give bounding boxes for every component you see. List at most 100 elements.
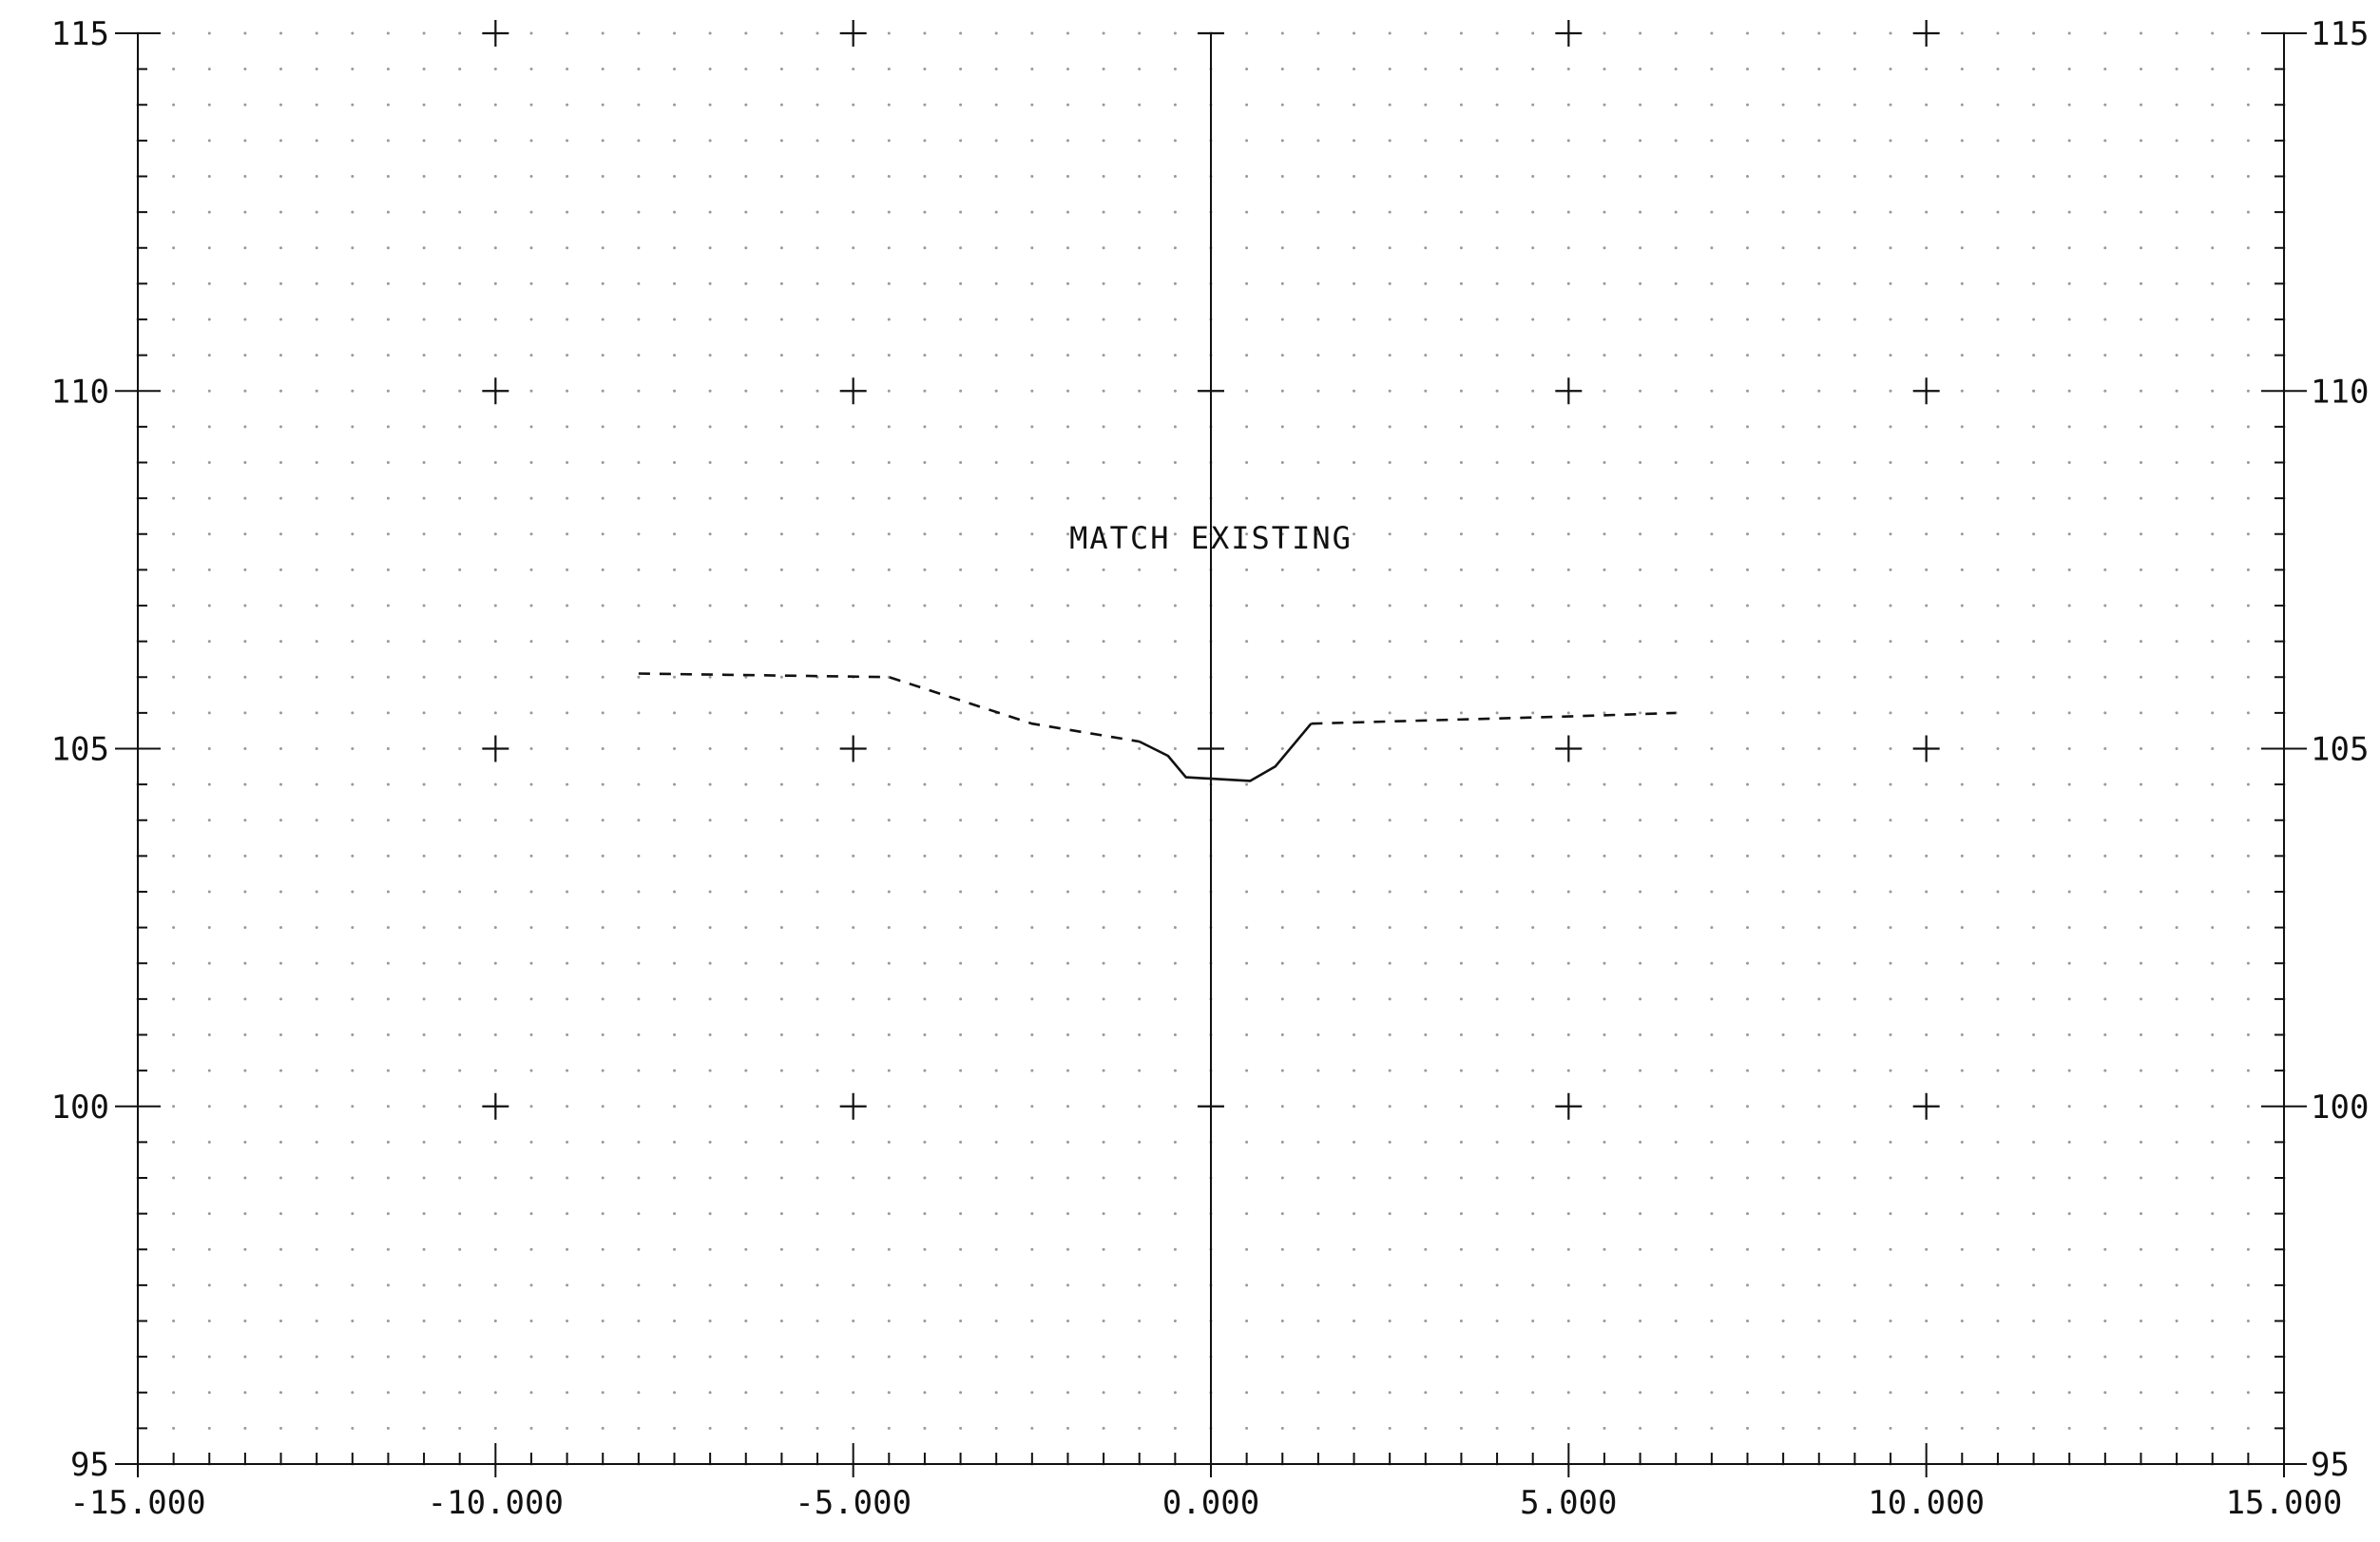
- grid-dot: [1925, 354, 1929, 357]
- grid-dot: [1030, 281, 1034, 285]
- grid-dot: [852, 103, 855, 106]
- grid-dot: [1566, 568, 1570, 571]
- grid-dot: [2032, 1283, 2036, 1287]
- grid-dot: [1996, 1212, 2000, 1216]
- grid-dot: [1531, 747, 1535, 750]
- grid-dot: [1066, 496, 1069, 500]
- grid-dot: [566, 675, 569, 679]
- grid-dot: [243, 246, 247, 250]
- grid-dot: [243, 496, 247, 500]
- grid-dot: [852, 782, 855, 786]
- grid-dot: [529, 281, 533, 285]
- grid-dot: [422, 139, 426, 143]
- grid-dot: [816, 1033, 819, 1036]
- grid-dot: [2175, 926, 2178, 930]
- grid-dot: [1030, 1069, 1034, 1072]
- grid-dot: [422, 1069, 426, 1072]
- grid-dot: [1495, 1105, 1499, 1108]
- grid-dot: [458, 318, 462, 321]
- grid-dot: [493, 281, 497, 285]
- grid-dot: [1459, 281, 1463, 285]
- grid-dot: [1674, 854, 1678, 858]
- grid-dot: [279, 926, 282, 930]
- grid-dot: [422, 1033, 426, 1036]
- grid-dot: [1781, 67, 1785, 71]
- grid-dot: [1102, 1105, 1105, 1108]
- grid-dot: [172, 389, 176, 393]
- grid-dot: [1925, 1140, 1929, 1144]
- grid-dot: [959, 568, 963, 571]
- grid-dot: [1066, 1105, 1069, 1108]
- grid-dot: [1603, 1391, 1606, 1395]
- grid-dot: [2140, 67, 2142, 71]
- grid-dot: [2175, 103, 2178, 106]
- y-tick-label-left: 100: [51, 1089, 109, 1127]
- grid-dot: [673, 890, 676, 894]
- grid-dot: [1388, 1140, 1392, 1144]
- grid-dot: [994, 1391, 998, 1395]
- grid-dot: [1353, 640, 1355, 644]
- grid-dot: [1603, 640, 1606, 644]
- grid-dot: [601, 961, 605, 965]
- grid-dot: [1531, 782, 1535, 786]
- grid-dot: [1531, 675, 1535, 679]
- grid-dot: [1639, 1426, 1642, 1430]
- grid-dot: [1353, 246, 1355, 250]
- grid-dot: [1495, 747, 1499, 750]
- grid-dot: [2211, 318, 2215, 321]
- grid-dot: [207, 1212, 211, 1216]
- grid-dot: [1173, 532, 1177, 536]
- grid-dot: [744, 1426, 748, 1430]
- grid-dot: [1960, 1247, 1964, 1251]
- grid-dot: [1316, 819, 1320, 822]
- grid-dot: [386, 1355, 390, 1359]
- grid-dot: [1889, 997, 1892, 1001]
- grid-dot: [1674, 1212, 1678, 1216]
- grid-dot: [959, 103, 963, 106]
- grid-dot: [923, 1033, 927, 1036]
- grid-dot: [1674, 1355, 1678, 1359]
- grid-dot: [923, 961, 927, 965]
- grid-dot: [1674, 1283, 1678, 1287]
- grid-dot: [1030, 210, 1034, 214]
- grid-dot: [566, 782, 569, 786]
- grid-dot: [1173, 1176, 1177, 1180]
- grid-dot: [1710, 1283, 1714, 1287]
- grid-dot: [1889, 103, 1892, 106]
- grid-dot: [994, 819, 998, 822]
- grid-dot: [1388, 31, 1392, 35]
- grid-dot: [1817, 1176, 1821, 1180]
- grid-dot: [2246, 1212, 2250, 1216]
- x-tick-label: -15.000: [69, 1484, 205, 1522]
- grid-dot: [1960, 604, 1964, 607]
- grid-dot: [422, 1320, 426, 1322]
- grid-dot: [708, 1320, 712, 1322]
- grid-dot: [1316, 139, 1320, 143]
- grid-dot: [959, 139, 963, 143]
- grid-dot: [1639, 175, 1642, 178]
- grid-dot: [816, 890, 819, 894]
- grid-dot: [1603, 389, 1606, 393]
- grid-dot: [1746, 890, 1749, 894]
- grid-dot: [1388, 1105, 1392, 1108]
- grid-dot: [2211, 890, 2215, 894]
- grid-dot: [386, 496, 390, 500]
- grid-dot: [1066, 747, 1069, 750]
- grid-dot: [2103, 1212, 2107, 1216]
- grid-dot: [315, 604, 318, 607]
- grid-dot: [1710, 461, 1714, 464]
- grid-dot: [1925, 1355, 1929, 1359]
- grid-dot: [816, 139, 819, 143]
- grid-dot: [386, 246, 390, 250]
- grid-dot: [744, 1069, 748, 1072]
- grid-dot: [172, 67, 176, 71]
- grid-dot: [386, 640, 390, 644]
- grid-dot: [994, 1033, 998, 1036]
- grid-dot: [1459, 175, 1463, 178]
- grid-dot: [1424, 31, 1428, 35]
- grid-dot: [422, 711, 426, 715]
- grid-dot: [1852, 210, 1856, 214]
- grid-dot: [207, 496, 211, 500]
- grid-dot: [1316, 461, 1320, 464]
- grid-dot: [779, 640, 783, 644]
